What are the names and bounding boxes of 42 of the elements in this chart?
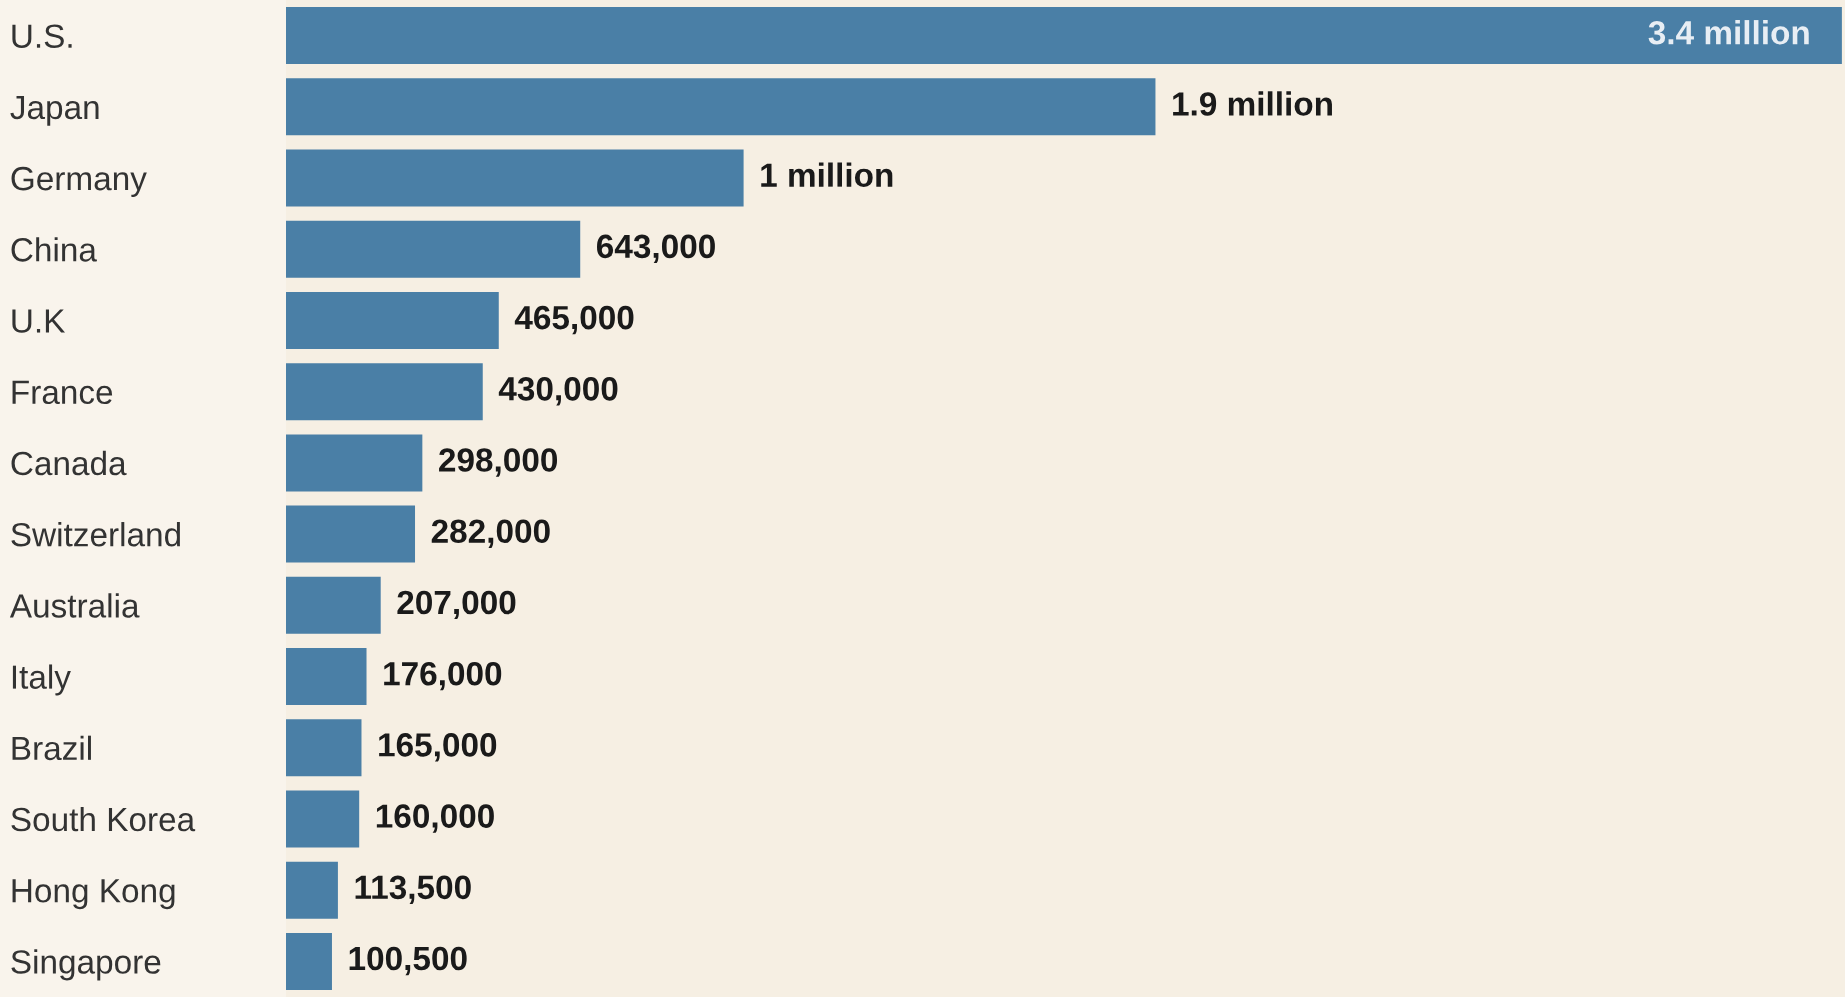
bar [285, 291, 499, 349]
bar [285, 78, 1156, 136]
data-label: 160,000 [376, 804, 494, 833]
bar [285, 434, 423, 492]
y-tick-label: South Korea [11, 806, 196, 832]
y-tick-label: France [12, 380, 113, 405]
bar [285, 861, 338, 919]
data-label: 113,500 [355, 875, 471, 904]
data-label: 100,500 [349, 946, 467, 976]
bar [285, 576, 381, 634]
y-tick-label: Singapore [11, 949, 161, 981]
data-label: 643,000 [597, 234, 715, 264]
data-label: 430,000 [498, 377, 618, 406]
data-label: 1 million [761, 162, 893, 187]
bar [285, 220, 581, 278]
y-tick-label: Switzerland [11, 522, 180, 547]
y-tick-label: U.S. [12, 24, 72, 49]
data-label: 298,000 [439, 448, 558, 477]
data-label: 1.9 million [1173, 91, 1332, 116]
data-label: 465,000 [514, 305, 634, 335]
bar [285, 505, 416, 563]
data-label: 282,000 [431, 519, 550, 548]
bar [285, 7, 1842, 65]
y-tick-label: Australia [9, 593, 140, 618]
bar [285, 719, 362, 777]
y-tick-label: Japan [10, 95, 99, 126]
data-label: 207,000 [397, 590, 516, 620]
bar [285, 363, 483, 421]
data-label: 3.4 million [1648, 20, 1809, 45]
y-tick-label: Germany [11, 166, 147, 198]
bar [285, 932, 332, 990]
y-tick-label: Canada [11, 450, 127, 476]
y-tick-label: Hong Kong [12, 879, 175, 910]
y-tick-label: Brazil [12, 735, 91, 761]
bar [285, 648, 367, 706]
data-label: 165,000 [379, 733, 497, 762]
bar [285, 790, 360, 848]
y-tick-label: U.K [12, 309, 66, 333]
y-tick-label: China [11, 237, 97, 262]
bar [285, 149, 744, 207]
data-label: 176,000 [384, 661, 502, 691]
y-tick-label: Italy [12, 664, 71, 696]
